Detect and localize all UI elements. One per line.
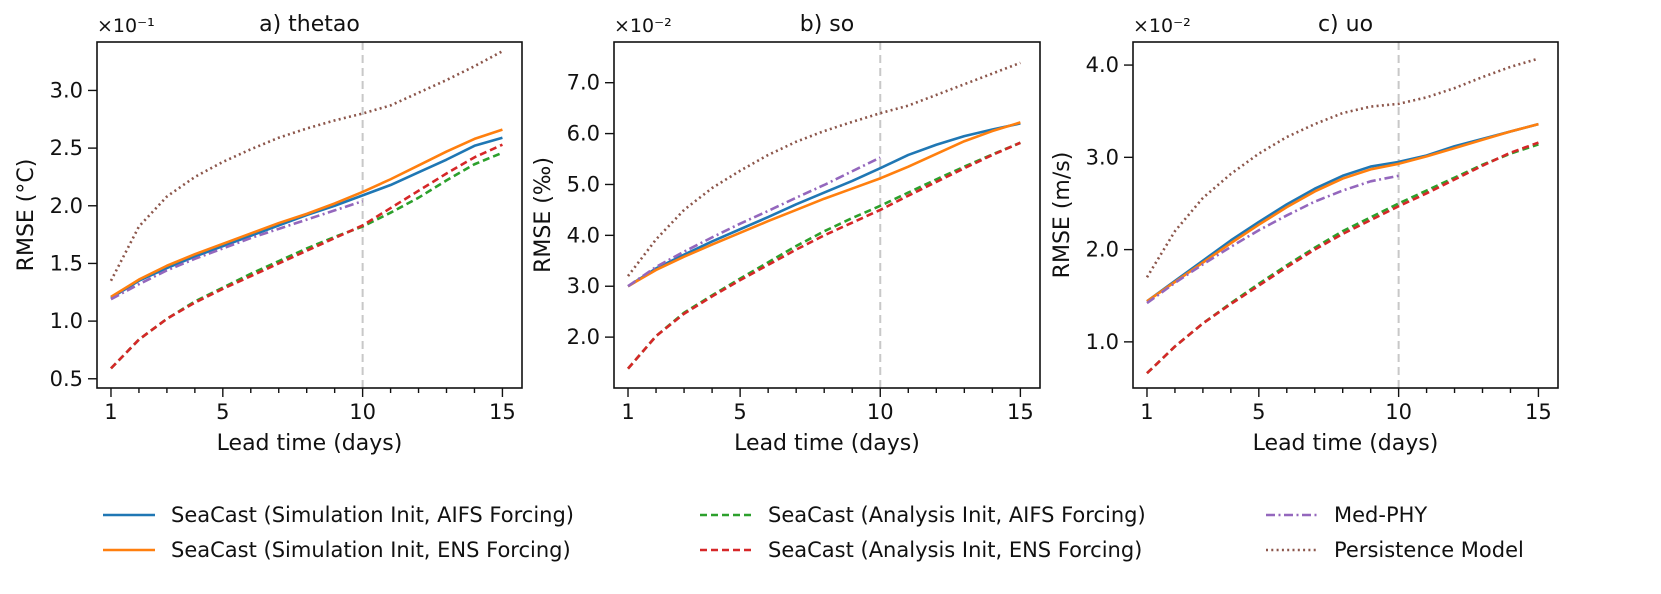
series-line-sim_ens	[110, 128, 503, 298]
legend: SeaCast (Simulation Init, AIFS Forcing) S…	[103, 503, 1524, 562]
series-line-ana_aifs	[110, 151, 503, 370]
y-axis-label: RMSE (‰)	[531, 157, 556, 273]
legend-item-ana_aifs: SeaCast (Analysis Init, AIFS Forcing)	[700, 503, 1146, 527]
x-tick-label: 15	[489, 400, 516, 424]
y-tick-label: 3.0	[1086, 145, 1119, 169]
y-tick-label: 2.0	[1086, 238, 1119, 262]
y-tick-label: 7.0	[567, 71, 600, 95]
legend-item-ana_ens: SeaCast (Analysis Init, ENS Forcing)	[700, 538, 1142, 562]
x-axis-label: Lead time (days)	[217, 431, 403, 456]
x-tick-label: 10	[349, 400, 376, 424]
y-tick-label: 3.0	[567, 274, 600, 298]
x-axis-label: Lead time (days)	[1253, 431, 1439, 456]
axis-scale-label: ×10⁻²	[614, 15, 672, 37]
y-tick-label: 0.5	[50, 367, 83, 391]
y-axis-label: RMSE (m/s)	[1050, 152, 1075, 279]
legend-label: Med-PHY	[1334, 503, 1427, 527]
legend-item-sim_aifs: SeaCast (Simulation Init, AIFS Forcing)	[103, 503, 574, 527]
legend-label: SeaCast (Simulation Init, ENS Forcing)	[171, 538, 571, 562]
axes-frame	[96, 41, 523, 389]
y-tick-label: 5.0	[567, 172, 600, 196]
legend-item-persist: Persistence Model	[1266, 538, 1524, 562]
axes-frame	[1132, 41, 1559, 389]
y-tick-label: 6.0	[567, 122, 600, 146]
series-line-ana_ens	[627, 141, 1021, 370]
legend-item-sim_ens: SeaCast (Simulation Init, ENS Forcing)	[103, 538, 571, 562]
x-tick-label: 10	[867, 400, 894, 424]
legend-label: SeaCast (Simulation Init, AIFS Forcing)	[171, 503, 574, 527]
legend-item-medphy: Med-PHY	[1266, 503, 1427, 527]
series-line-sim_aifs	[627, 122, 1021, 288]
axis-scale-label: ×10⁻¹	[97, 15, 155, 37]
y-tick-label: 2.0	[567, 325, 600, 349]
legend-label: SeaCast (Analysis Init, AIFS Forcing)	[768, 503, 1146, 527]
series-line-persist	[109, 50, 504, 282]
axes-frame	[613, 41, 1041, 389]
panel-title: b) so	[800, 12, 854, 37]
x-tick-label: 15	[1007, 400, 1034, 424]
x-tick-label: 1	[621, 400, 634, 424]
x-axis-label: Lead time (days)	[734, 431, 920, 456]
y-tick-label: 4.0	[1086, 53, 1119, 77]
panel-title: c) uo	[1318, 12, 1373, 37]
y-tick-label: 1.0	[1086, 330, 1119, 354]
x-tick-label: 15	[1525, 400, 1552, 424]
series-line-sim_ens	[627, 121, 1021, 288]
panels: 1 5 10 150.51.01.52.02.53.0×10⁻¹ a) thetaoLe…	[14, 12, 1559, 456]
series-line-persist	[1145, 57, 1539, 278]
series-line-sim_aifs	[1146, 122, 1539, 303]
y-tick-label: 4.0	[567, 223, 600, 247]
legend-label: SeaCast (Analysis Init, ENS Forcing)	[768, 538, 1142, 562]
y-tick-label: 1.0	[50, 309, 83, 333]
x-tick-label: 5	[1252, 400, 1265, 424]
panel-title: a) thetao	[259, 12, 360, 37]
series-line-medphy	[627, 156, 881, 288]
y-tick-label: 1.5	[50, 251, 83, 275]
series-line-ana_ens	[1146, 141, 1539, 375]
x-tick-label: 5	[733, 400, 746, 424]
series-line-medphy	[1146, 174, 1399, 305]
y-axis-label: RMSE (°C)	[14, 159, 39, 272]
series-line-sim_aifs	[110, 136, 503, 300]
legend-label: Persistence Model	[1334, 538, 1524, 562]
x-tick-label: 10	[1385, 400, 1412, 424]
y-tick-label: 2.5	[50, 136, 83, 160]
series-line-ana_ens	[110, 143, 503, 370]
x-tick-label: 1	[1140, 400, 1153, 424]
series-line-sim_ens	[1146, 122, 1539, 303]
panel-1: 1 5 10 150.51.01.52.02.53.0×10⁻¹ a) thetaoLe…	[14, 12, 523, 456]
x-tick-label: 5	[216, 400, 229, 424]
y-tick-label: 3.0	[50, 78, 83, 102]
y-tick-label: 2.0	[50, 194, 83, 218]
x-tick-label: 1	[104, 400, 117, 424]
axis-scale-label: ×10⁻²	[1133, 15, 1191, 37]
